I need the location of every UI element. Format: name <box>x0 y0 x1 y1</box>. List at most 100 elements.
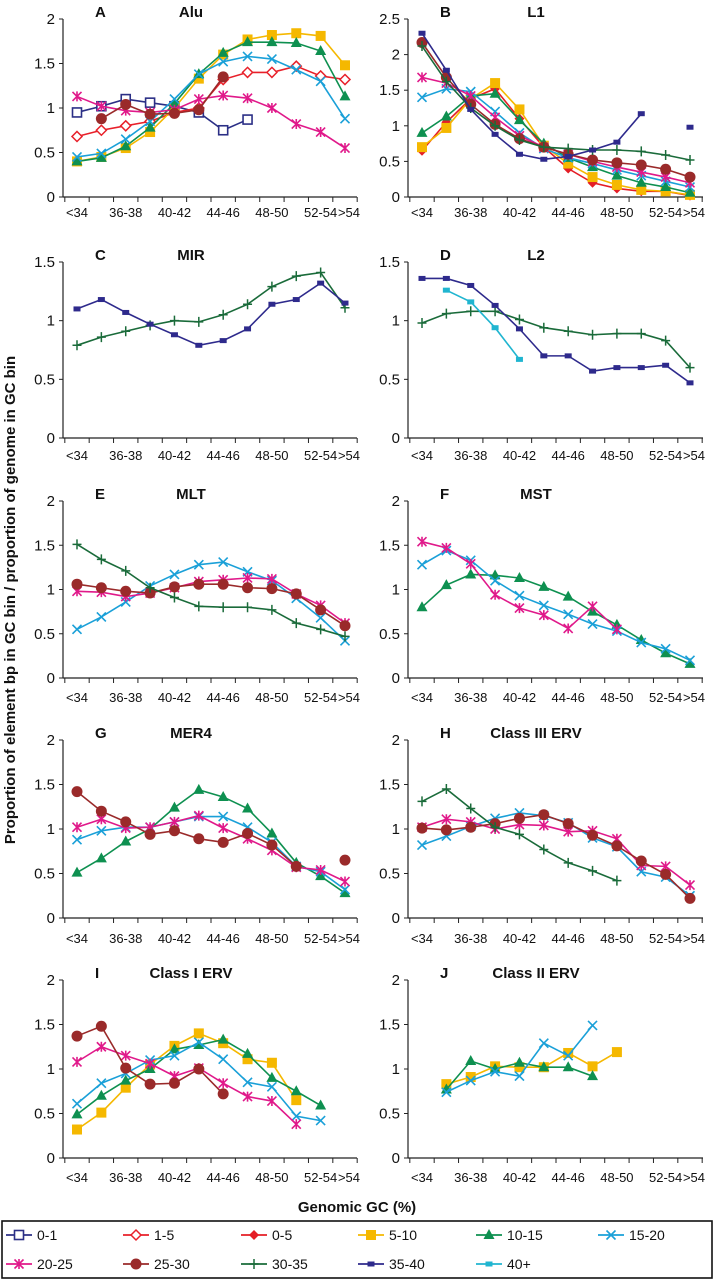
data-point <box>120 816 132 828</box>
data-point <box>72 539 82 550</box>
panel-letter: D <box>440 247 451 264</box>
y-tick-label: 1 <box>392 1061 400 1078</box>
data-point <box>660 181 672 192</box>
panel-letter: B <box>440 4 451 21</box>
data-point <box>490 1066 501 1077</box>
y-tick-label: 0.5 <box>34 371 55 388</box>
data-point <box>315 126 326 138</box>
x-tick-label: 36-38 <box>454 448 487 463</box>
data-point <box>515 356 523 362</box>
data-point <box>217 578 229 590</box>
data-point <box>515 151 523 157</box>
data-point <box>145 582 155 593</box>
y-tick-label: 0 <box>47 1150 55 1167</box>
data-point <box>564 353 572 359</box>
data-point <box>242 36 254 47</box>
data-point <box>291 1111 302 1122</box>
series-20-25 <box>416 536 622 635</box>
series-line <box>76 1032 297 1131</box>
data-point <box>588 329 598 340</box>
data-point <box>341 300 349 306</box>
series-10-15 <box>416 568 696 668</box>
data-point <box>169 1050 180 1061</box>
data-point <box>539 322 549 333</box>
data-point <box>611 169 623 180</box>
legend-label: 0-1 <box>37 1227 57 1243</box>
data-point <box>169 592 179 603</box>
data-point <box>144 1078 156 1090</box>
y-tick-label: 2 <box>392 732 400 749</box>
legend-item: 0-1 <box>6 1227 57 1243</box>
data-point <box>514 135 524 146</box>
data-point <box>684 186 696 197</box>
data-point <box>291 118 302 130</box>
data-point <box>563 623 574 634</box>
data-point <box>72 1124 82 1135</box>
data-point <box>538 820 549 831</box>
data-point <box>636 184 647 195</box>
panel-g: G MER4 0 0.5 1 1.5 2 <34 36-38 40-42 44-46 48-50 52-… <box>34 725 360 946</box>
data-point <box>219 338 227 344</box>
data-point <box>315 45 327 56</box>
series-15-20 <box>441 1020 598 1098</box>
data-point <box>339 887 351 898</box>
data-point <box>71 107 83 118</box>
x-tick-label: >54 <box>683 690 705 705</box>
data-point <box>242 114 253 125</box>
data-point <box>339 620 351 632</box>
data-point <box>267 604 277 615</box>
x-tick-label: 48-50 <box>255 931 288 946</box>
data-point <box>242 572 253 584</box>
data-point <box>168 801 180 812</box>
data-point <box>513 571 525 582</box>
y-tick-label: 0 <box>392 189 400 206</box>
data-point <box>562 590 574 601</box>
series-line <box>76 788 346 894</box>
data-point <box>538 809 550 821</box>
series-line <box>421 32 642 161</box>
data-point <box>290 37 302 48</box>
data-point <box>417 142 427 153</box>
series-line <box>76 55 346 158</box>
panel-title: MIR <box>177 247 205 264</box>
panel-a: A Alu 0 0.5 1 1.5 2 <34 36-38 40-42 44-46 48-50 52-5… <box>34 4 360 220</box>
data-point <box>416 126 428 137</box>
x-tick-label: 52-54 <box>649 448 682 463</box>
data-point <box>266 1071 278 1082</box>
data-point <box>563 609 574 620</box>
y-tick-label: 1 <box>47 1061 55 1078</box>
panel-title: L2 <box>527 247 545 264</box>
data-point <box>440 579 452 590</box>
y-tick-label: 1.5 <box>379 777 400 794</box>
data-point <box>563 158 574 169</box>
data-point <box>266 1095 277 1107</box>
panel-letter: J <box>440 965 448 982</box>
data-point <box>442 275 450 281</box>
data-point <box>169 569 180 580</box>
y-tick-label: 0 <box>47 910 55 927</box>
data-point <box>611 157 623 169</box>
y-tick-label: 2.5 <box>379 11 400 28</box>
data-point <box>217 71 229 83</box>
data-point <box>636 146 646 157</box>
y-tick-label: 1.5 <box>34 537 55 554</box>
data-point <box>266 36 278 47</box>
data-point <box>538 600 549 611</box>
series-line <box>76 94 346 149</box>
x-tick-label: 44-46 <box>207 448 240 463</box>
data-point <box>120 140 132 151</box>
series-line <box>76 271 346 347</box>
series-25-30 <box>71 1020 229 1100</box>
x-tick-label: 48-50 <box>600 690 633 705</box>
data-point <box>144 587 156 599</box>
data-point <box>684 655 696 666</box>
data-point <box>466 803 476 814</box>
legend-marker <box>130 1258 142 1270</box>
x-tick-label: >54 <box>683 448 705 463</box>
series-line <box>76 282 346 347</box>
legend-marker <box>13 1229 25 1241</box>
legend-marker <box>249 1230 259 1240</box>
y-tick-label: 1 <box>392 821 400 838</box>
data-point <box>416 822 428 834</box>
data-point <box>193 1037 204 1048</box>
